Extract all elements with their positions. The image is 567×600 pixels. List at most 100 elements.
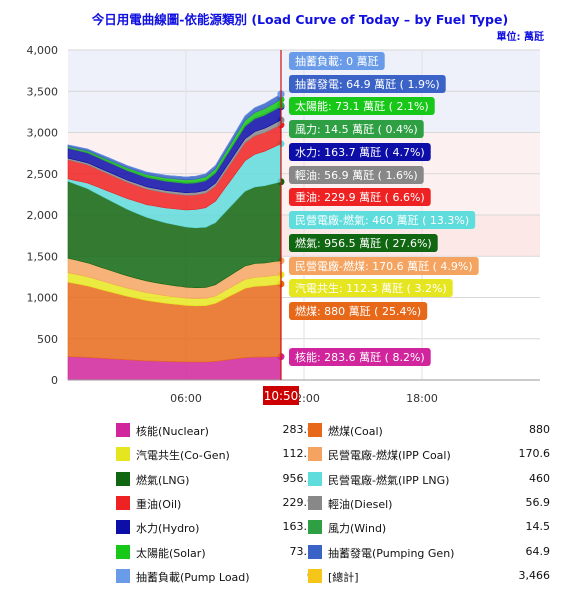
legend-label: [總計]: [328, 570, 359, 584]
legend-item[interactable]: 民營電廠-燃煤(IPP Coal) 170.6: [308, 444, 567, 464]
legend-value: 229.9: [282, 495, 315, 509]
legend-swatch: [308, 471, 322, 486]
legend-value: 3,466: [518, 568, 551, 582]
legend-value: 880: [529, 423, 550, 436]
legend-label: 抽蓄負載(Pump Load): [136, 570, 250, 584]
y-tick-label: 1,500: [27, 250, 59, 263]
legend-item[interactable]: 太陽能(Solar) 73.1: [116, 542, 386, 562]
tooltip-box: [288, 188, 431, 206]
y-tick-label: 1,000: [27, 292, 59, 305]
y-tick-label: 3,500: [27, 85, 59, 98]
legend-swatch: [308, 544, 322, 559]
tooltip-text: 汽電共生: 112.3 萬瓩 ( 3.2%): [295, 281, 447, 295]
legend-label: 重油(Oil): [136, 497, 182, 511]
legend-label: 民營電廠-燃煤(IPP Coal): [328, 449, 451, 463]
legend-label: 抽蓄發電(Pumping Gen): [328, 546, 455, 560]
legend-item[interactable]: 汽電共生(Co-Gen) 112.3: [116, 444, 386, 464]
legend-item[interactable]: 抽蓄負載(Pump Load) 0: [116, 566, 386, 586]
y-tick-label: 2,000: [27, 209, 59, 222]
x-tick-label: 18:00: [406, 392, 438, 405]
tooltip-box: [288, 234, 438, 252]
tooltip-box: [288, 257, 479, 275]
tooltip-text: 水力: 163.7 萬瓩 ( 4.7%): [295, 146, 425, 159]
legend-label: 風力(Wind): [328, 522, 387, 536]
tooltip-box: [288, 97, 435, 115]
legend-swatch: [308, 495, 322, 510]
legend-value: 460: [529, 471, 550, 485]
legend-swatch: [308, 568, 322, 583]
legend-swatch: [308, 520, 322, 535]
tooltip-抽蓄發電: 抽蓄發電: 64.9 萬瓩 ( 1.9%): [288, 75, 446, 93]
tooltip-box: [288, 52, 385, 70]
legend-value: 73.1: [289, 544, 315, 558]
legend-item[interactable]: 水力(Hydro) 163.7: [116, 517, 386, 537]
legend-item[interactable]: 燃氣(LNG) 956.5: [116, 469, 386, 489]
legend-swatch: [116, 495, 130, 510]
tooltip-box: [288, 211, 476, 229]
legend-value: 64.9: [525, 544, 551, 558]
tooltip-box: [288, 75, 446, 93]
tooltip-box: [288, 143, 431, 161]
legend-item[interactable]: 民營電廠-燃氣(IPP LNG) 460: [308, 469, 567, 489]
legend-label: 汽電共生(Co-Gen): [136, 449, 230, 463]
legend-value: 283.6: [282, 423, 315, 436]
tooltip-text: 核能: 283.6 萬瓩 ( 8.2%): [295, 350, 425, 364]
tooltip-民營電廠-燃煤: 民營電廠-燃煤: 170.6 萬瓩 ( 4.9%): [288, 257, 479, 275]
chart-title: 今日用電曲線圖-依能源類別 (Load Curve of Today – by …: [91, 12, 508, 27]
tooltip-核能: 核能: 283.6 萬瓩 ( 8.2%): [288, 348, 431, 366]
tooltip-box: [288, 302, 428, 320]
tooltip-box: [288, 166, 424, 184]
legend-value: 112.3: [282, 447, 315, 461]
legend-value: 56.9: [525, 495, 551, 509]
legend-swatch: [308, 447, 322, 462]
y-tick-label: 0: [51, 374, 58, 387]
legend-label: 水力(Hydro): [136, 522, 200, 536]
tooltip-燃煤: 燃煤: 880 萬瓩 ( 25.4%): [288, 302, 428, 320]
tooltip-抽蓄負載: 抽蓄負載: 0 萬瓩: [288, 52, 385, 70]
tooltip-輕油: 輕油: 56.9 萬瓩 ( 1.6%): [288, 166, 424, 184]
legend-swatch: [116, 544, 130, 559]
tooltip-text: 民營電廠-燃氣: 460 萬瓩 ( 13.3%): [295, 213, 469, 227]
tooltip-box: [288, 279, 453, 297]
legend-item[interactable]: 核能(Nuclear) 283.6: [116, 420, 386, 440]
legend-item[interactable]: 輕油(Diesel) 56.9: [308, 493, 567, 513]
legend-item[interactable]: [總計] 3,466: [308, 566, 567, 586]
tooltip-text: 燃煤: 880 萬瓩 ( 25.4%): [295, 304, 421, 318]
y-tick-label: 4,000: [27, 44, 59, 57]
legend-label: 民營電廠-燃氣(IPP LNG): [328, 473, 450, 487]
legend-swatch: [308, 423, 322, 437]
legend-label: 燃煤(Coal): [328, 425, 383, 438]
tooltip-燃氣: 燃氣: 956.5 萬瓩 ( 27.6%): [288, 234, 438, 252]
tooltip-text: 輕油: 56.9 萬瓩 ( 1.6%): [295, 168, 418, 182]
legend-label: 輕油(Diesel): [328, 497, 393, 511]
load-curve-chart: 今日用電曲線圖-依能源類別 (Load Curve of Today – by …: [27, 12, 544, 405]
legend-value: 163.7: [282, 520, 315, 534]
legend-item[interactable]: 重油(Oil) 229.9: [116, 493, 386, 513]
tooltip-text: 抽蓄發電: 64.9 萬瓩 ( 1.9%): [295, 77, 440, 91]
tooltip-text: 抽蓄負載: 0 萬瓩: [295, 54, 379, 68]
tooltip-box: [288, 348, 431, 366]
tooltip-重油: 重油: 229.9 萬瓩 ( 6.6%): [288, 188, 431, 206]
legend-swatch: [116, 471, 130, 486]
legend-label: 核能(Nuclear): [136, 425, 209, 438]
legend-swatch: [116, 447, 130, 462]
y-tick-label: 500: [37, 333, 58, 346]
x-tick-label: 06:00: [170, 392, 202, 405]
tooltip-text: 燃氣: 956.5 萬瓩 ( 27.6%): [295, 236, 432, 250]
legend-value: 956.5: [282, 471, 315, 485]
unit-label: 單位: 萬瓩: [497, 30, 544, 43]
current-time-badge: [262, 386, 299, 405]
legend-swatch: [116, 423, 130, 437]
legend-swatch: [116, 568, 130, 583]
tooltip-水力: 水力: 163.7 萬瓩 ( 4.7%): [288, 143, 431, 161]
tooltip-box: [288, 120, 424, 138]
current-time-label: 10:50: [264, 389, 299, 403]
tooltip-汽電共生: 汽電共生: 112.3 萬瓩 ( 3.2%): [288, 279, 453, 297]
legend-item[interactable]: 抽蓄發電(Pumping Gen) 64.9: [308, 542, 567, 562]
legend-item[interactable]: 風力(Wind) 14.5: [308, 517, 567, 537]
legend-item[interactable]: 燃煤(Coal) 880: [308, 420, 567, 440]
legend-value: 14.5: [525, 520, 551, 534]
tooltip-text: 民營電廠-燃煤: 170.6 萬瓩 ( 4.9%): [295, 259, 473, 273]
tooltip-text: 太陽能: 73.1 萬瓩 ( 2.1%): [295, 99, 429, 113]
legend-swatch: [116, 520, 130, 535]
